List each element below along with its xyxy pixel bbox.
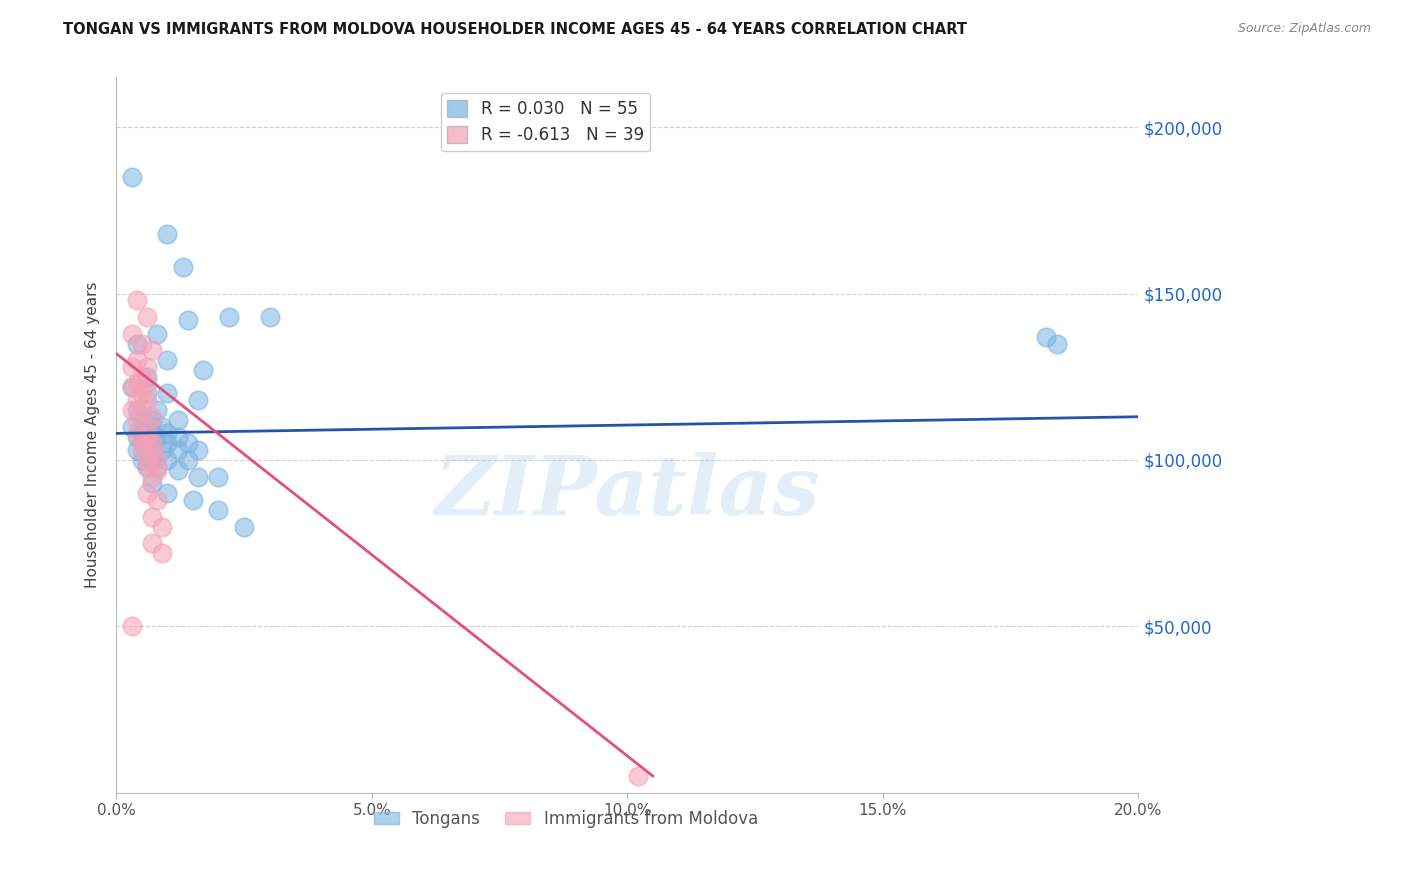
Point xyxy=(166,443,188,458)
Y-axis label: Householder Income Ages 45 - 64 years: Householder Income Ages 45 - 64 years xyxy=(86,282,100,589)
Point xyxy=(156,426,179,441)
Point xyxy=(121,359,143,374)
Point xyxy=(125,430,148,444)
Point xyxy=(141,426,163,441)
Point xyxy=(136,369,159,384)
Point xyxy=(207,503,229,517)
Point xyxy=(141,343,163,358)
Point xyxy=(131,369,153,384)
Text: TONGAN VS IMMIGRANTS FROM MOLDOVA HOUSEHOLDER INCOME AGES 45 - 64 YEARS CORRELAT: TONGAN VS IMMIGRANTS FROM MOLDOVA HOUSEH… xyxy=(63,22,967,37)
Point xyxy=(177,436,200,450)
Point xyxy=(150,443,173,458)
Point xyxy=(121,380,143,394)
Point xyxy=(136,419,159,434)
Point xyxy=(141,476,163,491)
Point xyxy=(156,436,179,450)
Point xyxy=(121,380,143,394)
Point xyxy=(259,310,281,324)
Point xyxy=(141,409,163,424)
Point xyxy=(136,386,159,401)
Point xyxy=(1045,336,1067,351)
Point xyxy=(156,486,179,500)
Point xyxy=(187,443,209,458)
Point xyxy=(141,436,163,450)
Point xyxy=(125,403,148,417)
Point xyxy=(131,386,153,401)
Point xyxy=(136,310,159,324)
Point xyxy=(1035,330,1057,344)
Point xyxy=(136,453,159,467)
Point xyxy=(177,453,200,467)
Point xyxy=(131,436,153,450)
Point xyxy=(136,443,159,458)
Point xyxy=(141,436,163,450)
Point xyxy=(187,393,209,408)
Point xyxy=(131,443,153,458)
Point xyxy=(136,359,159,374)
Point xyxy=(156,227,179,241)
Point xyxy=(146,463,169,477)
Point xyxy=(166,413,188,427)
Point xyxy=(177,313,200,327)
Point xyxy=(141,536,163,550)
Text: Source: ZipAtlas.com: Source: ZipAtlas.com xyxy=(1237,22,1371,36)
Point xyxy=(125,426,148,441)
Point xyxy=(125,413,148,427)
Point xyxy=(121,326,143,341)
Point xyxy=(121,419,143,434)
Point xyxy=(141,413,163,427)
Point xyxy=(156,453,179,467)
Point xyxy=(125,393,148,408)
Point xyxy=(150,546,173,560)
Point xyxy=(166,463,188,477)
Point xyxy=(218,310,240,324)
Point xyxy=(136,419,159,434)
Point xyxy=(146,453,169,467)
Point xyxy=(172,260,194,274)
Text: ZIPatlas: ZIPatlas xyxy=(434,452,820,533)
Point xyxy=(136,459,159,474)
Point xyxy=(146,492,169,507)
Point xyxy=(141,443,163,458)
Point xyxy=(121,619,143,633)
Point xyxy=(131,436,153,450)
Point xyxy=(150,419,173,434)
Point xyxy=(181,492,204,507)
Point xyxy=(136,430,159,444)
Point xyxy=(141,469,163,483)
Point xyxy=(125,443,148,458)
Point xyxy=(207,469,229,483)
Point xyxy=(131,413,153,427)
Point xyxy=(121,170,143,185)
Point xyxy=(626,769,648,783)
Point xyxy=(136,393,159,408)
Point xyxy=(156,386,179,401)
Point xyxy=(166,430,188,444)
Point xyxy=(146,459,169,474)
Point xyxy=(136,459,159,474)
Legend: Tongans, Immigrants from Moldova: Tongans, Immigrants from Moldova xyxy=(367,803,765,834)
Point xyxy=(156,353,179,368)
Point xyxy=(121,403,143,417)
Point xyxy=(150,519,173,533)
Point xyxy=(146,326,169,341)
Point xyxy=(125,336,148,351)
Point xyxy=(125,376,148,391)
Point xyxy=(233,519,256,533)
Point xyxy=(146,403,169,417)
Point xyxy=(131,453,153,467)
Point xyxy=(125,353,148,368)
Point xyxy=(141,509,163,524)
Point xyxy=(136,376,159,391)
Point xyxy=(191,363,214,377)
Point xyxy=(187,469,209,483)
Point xyxy=(131,403,153,417)
Point xyxy=(131,426,153,441)
Point xyxy=(141,453,163,467)
Point xyxy=(125,293,148,308)
Point xyxy=(136,430,159,444)
Point xyxy=(131,336,153,351)
Point xyxy=(136,486,159,500)
Point xyxy=(146,430,169,444)
